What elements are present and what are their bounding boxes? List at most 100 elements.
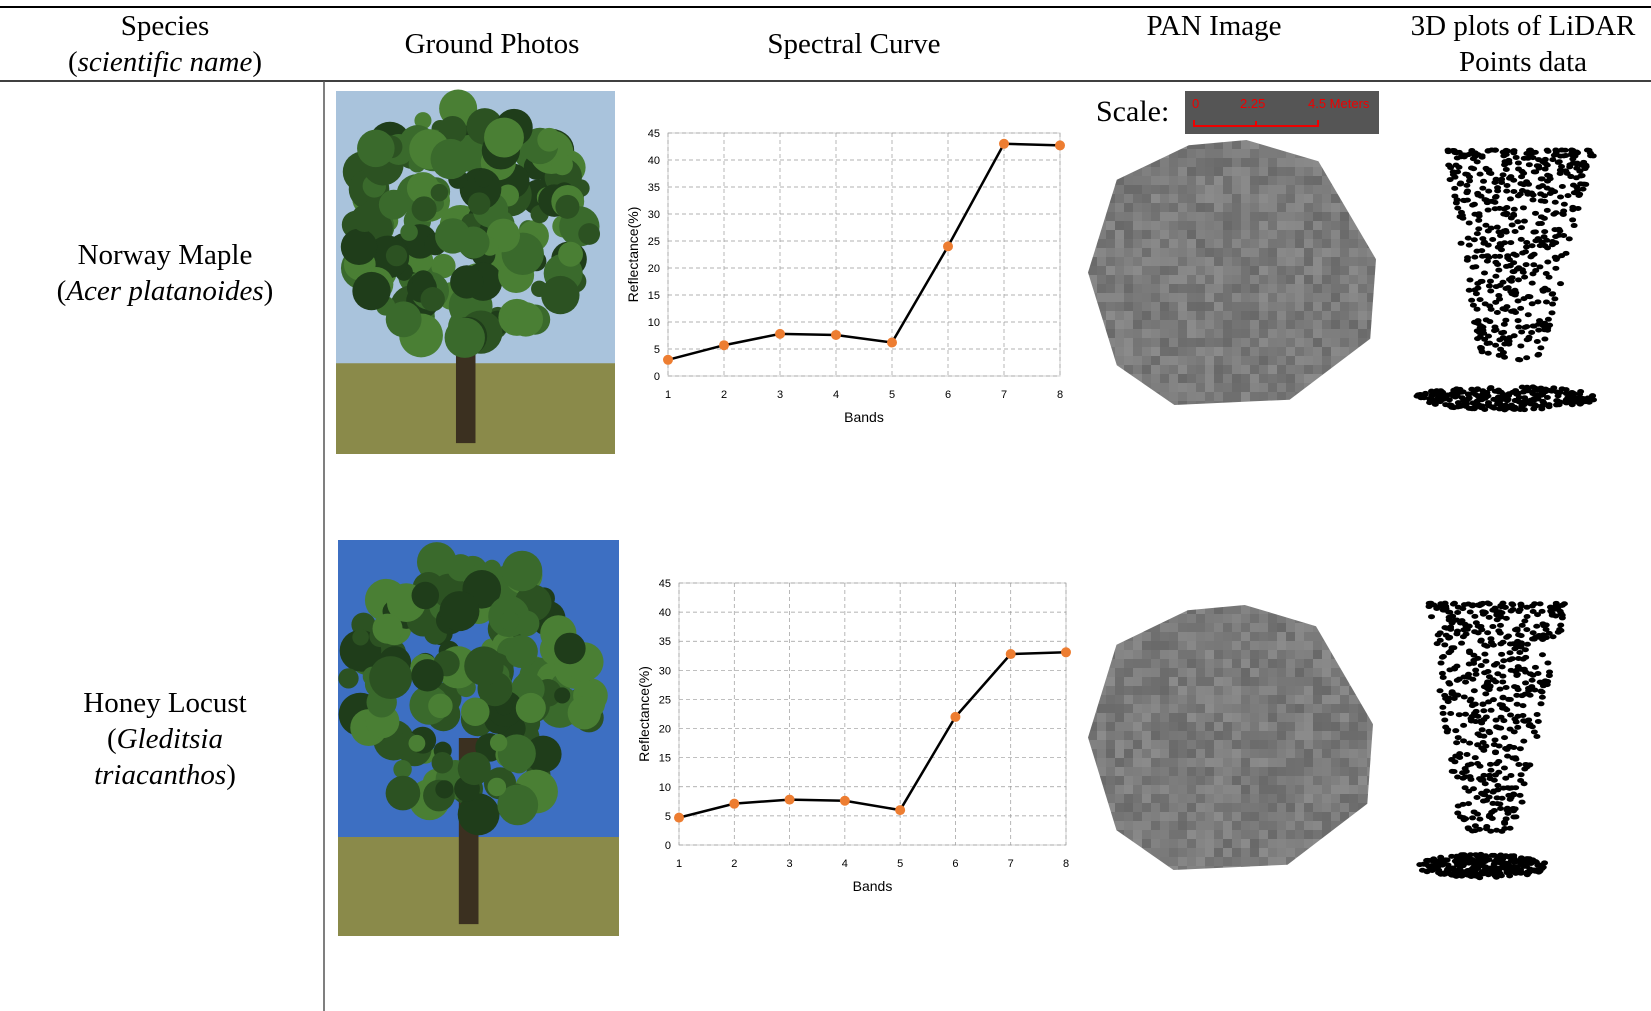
lidar-point <box>1515 166 1522 171</box>
pixel <box>1088 140 1097 149</box>
pixel <box>1259 821 1268 830</box>
pixel <box>1331 740 1340 749</box>
pixel <box>1214 167 1223 176</box>
lidar-point <box>1493 612 1500 617</box>
pixel <box>1133 731 1142 740</box>
lidar-point <box>1551 296 1558 301</box>
lidar-point <box>1499 796 1506 801</box>
lidar-point <box>1454 774 1461 779</box>
pixel <box>1349 668 1358 677</box>
pixel <box>1286 605 1295 614</box>
lidar-point <box>1500 212 1507 217</box>
pixel <box>1349 221 1358 230</box>
pixel <box>1349 311 1358 320</box>
pixel <box>1331 749 1340 758</box>
pixel <box>1097 830 1106 839</box>
lidar-point <box>1507 712 1514 717</box>
lidar-point <box>1542 161 1549 166</box>
pixel <box>1322 731 1331 740</box>
pixel <box>1187 392 1196 401</box>
pixel <box>1250 623 1259 632</box>
pixel <box>1331 284 1340 293</box>
pixel <box>1340 320 1349 329</box>
lidar-point <box>1561 202 1568 207</box>
pixel <box>1151 194 1160 203</box>
pixel <box>1187 695 1196 704</box>
pixel <box>1241 731 1250 740</box>
pixel <box>1340 365 1349 374</box>
pixel <box>1205 266 1214 275</box>
lidar-point <box>1503 189 1510 194</box>
pixel <box>1088 248 1097 257</box>
pixel <box>1133 347 1142 356</box>
pixel <box>1286 311 1295 320</box>
pixel <box>1097 221 1106 230</box>
pixel <box>1142 677 1151 686</box>
pixel <box>1286 686 1295 695</box>
pixel <box>1178 293 1187 302</box>
pixel <box>1097 194 1106 203</box>
pixel <box>1124 785 1133 794</box>
header-species: Species (scientific name) <box>35 8 295 80</box>
pixel <box>1349 212 1358 221</box>
pixel <box>1160 374 1169 383</box>
pixel <box>1259 740 1268 749</box>
pixel <box>1106 212 1115 221</box>
pixel <box>1169 185 1178 194</box>
pixel <box>1178 392 1187 401</box>
pixel <box>1097 713 1106 722</box>
pixel <box>1214 158 1223 167</box>
pixel <box>1286 239 1295 248</box>
lidar-point <box>1521 275 1528 280</box>
pixel <box>1241 275 1250 284</box>
pixel <box>1160 731 1169 740</box>
pixel <box>1160 722 1169 731</box>
pixel <box>1259 383 1268 392</box>
lidar-point <box>1555 630 1562 635</box>
pixel <box>1124 266 1133 275</box>
pixel <box>1358 149 1367 158</box>
lidar-point <box>1480 179 1487 184</box>
pixel <box>1133 857 1142 866</box>
pixel <box>1124 275 1133 284</box>
lidar-point <box>1538 214 1545 219</box>
ground-point <box>1485 400 1492 405</box>
ground-point <box>1444 393 1451 398</box>
x-tick-label: 8 <box>1063 858 1069 870</box>
pixel <box>1196 347 1205 356</box>
lidar-point <box>1515 762 1522 767</box>
pixel <box>1295 221 1304 230</box>
lidar-point <box>1479 325 1486 330</box>
pixel <box>1367 140 1376 149</box>
pixel <box>1097 776 1106 785</box>
ground-point <box>1574 400 1581 405</box>
pixel <box>1187 614 1196 623</box>
pixel <box>1268 713 1277 722</box>
pixel <box>1160 248 1169 257</box>
pixel <box>1358 212 1367 221</box>
pixel <box>1160 623 1169 632</box>
y-tick-label: 25 <box>659 694 671 706</box>
pixel <box>1241 221 1250 230</box>
pixel <box>1178 758 1187 767</box>
pixel <box>1223 347 1232 356</box>
lidar-point <box>1483 789 1490 794</box>
pixel <box>1160 794 1169 803</box>
pixel <box>1286 167 1295 176</box>
foliage <box>450 265 483 298</box>
lidar-point <box>1442 696 1449 701</box>
ground-point <box>1428 389 1435 394</box>
pixel <box>1313 776 1322 785</box>
lidar-point <box>1505 158 1512 163</box>
pixel <box>1115 302 1124 311</box>
lidar-point <box>1544 287 1551 292</box>
pixel <box>1232 839 1241 848</box>
foliage <box>439 591 479 631</box>
lidar-point <box>1460 738 1467 743</box>
pixel <box>1151 641 1160 650</box>
pixel <box>1088 686 1097 695</box>
lidar-point <box>1484 259 1491 264</box>
pixel <box>1268 731 1277 740</box>
pixel <box>1259 803 1268 812</box>
x-tick-label: 7 <box>1008 858 1014 870</box>
